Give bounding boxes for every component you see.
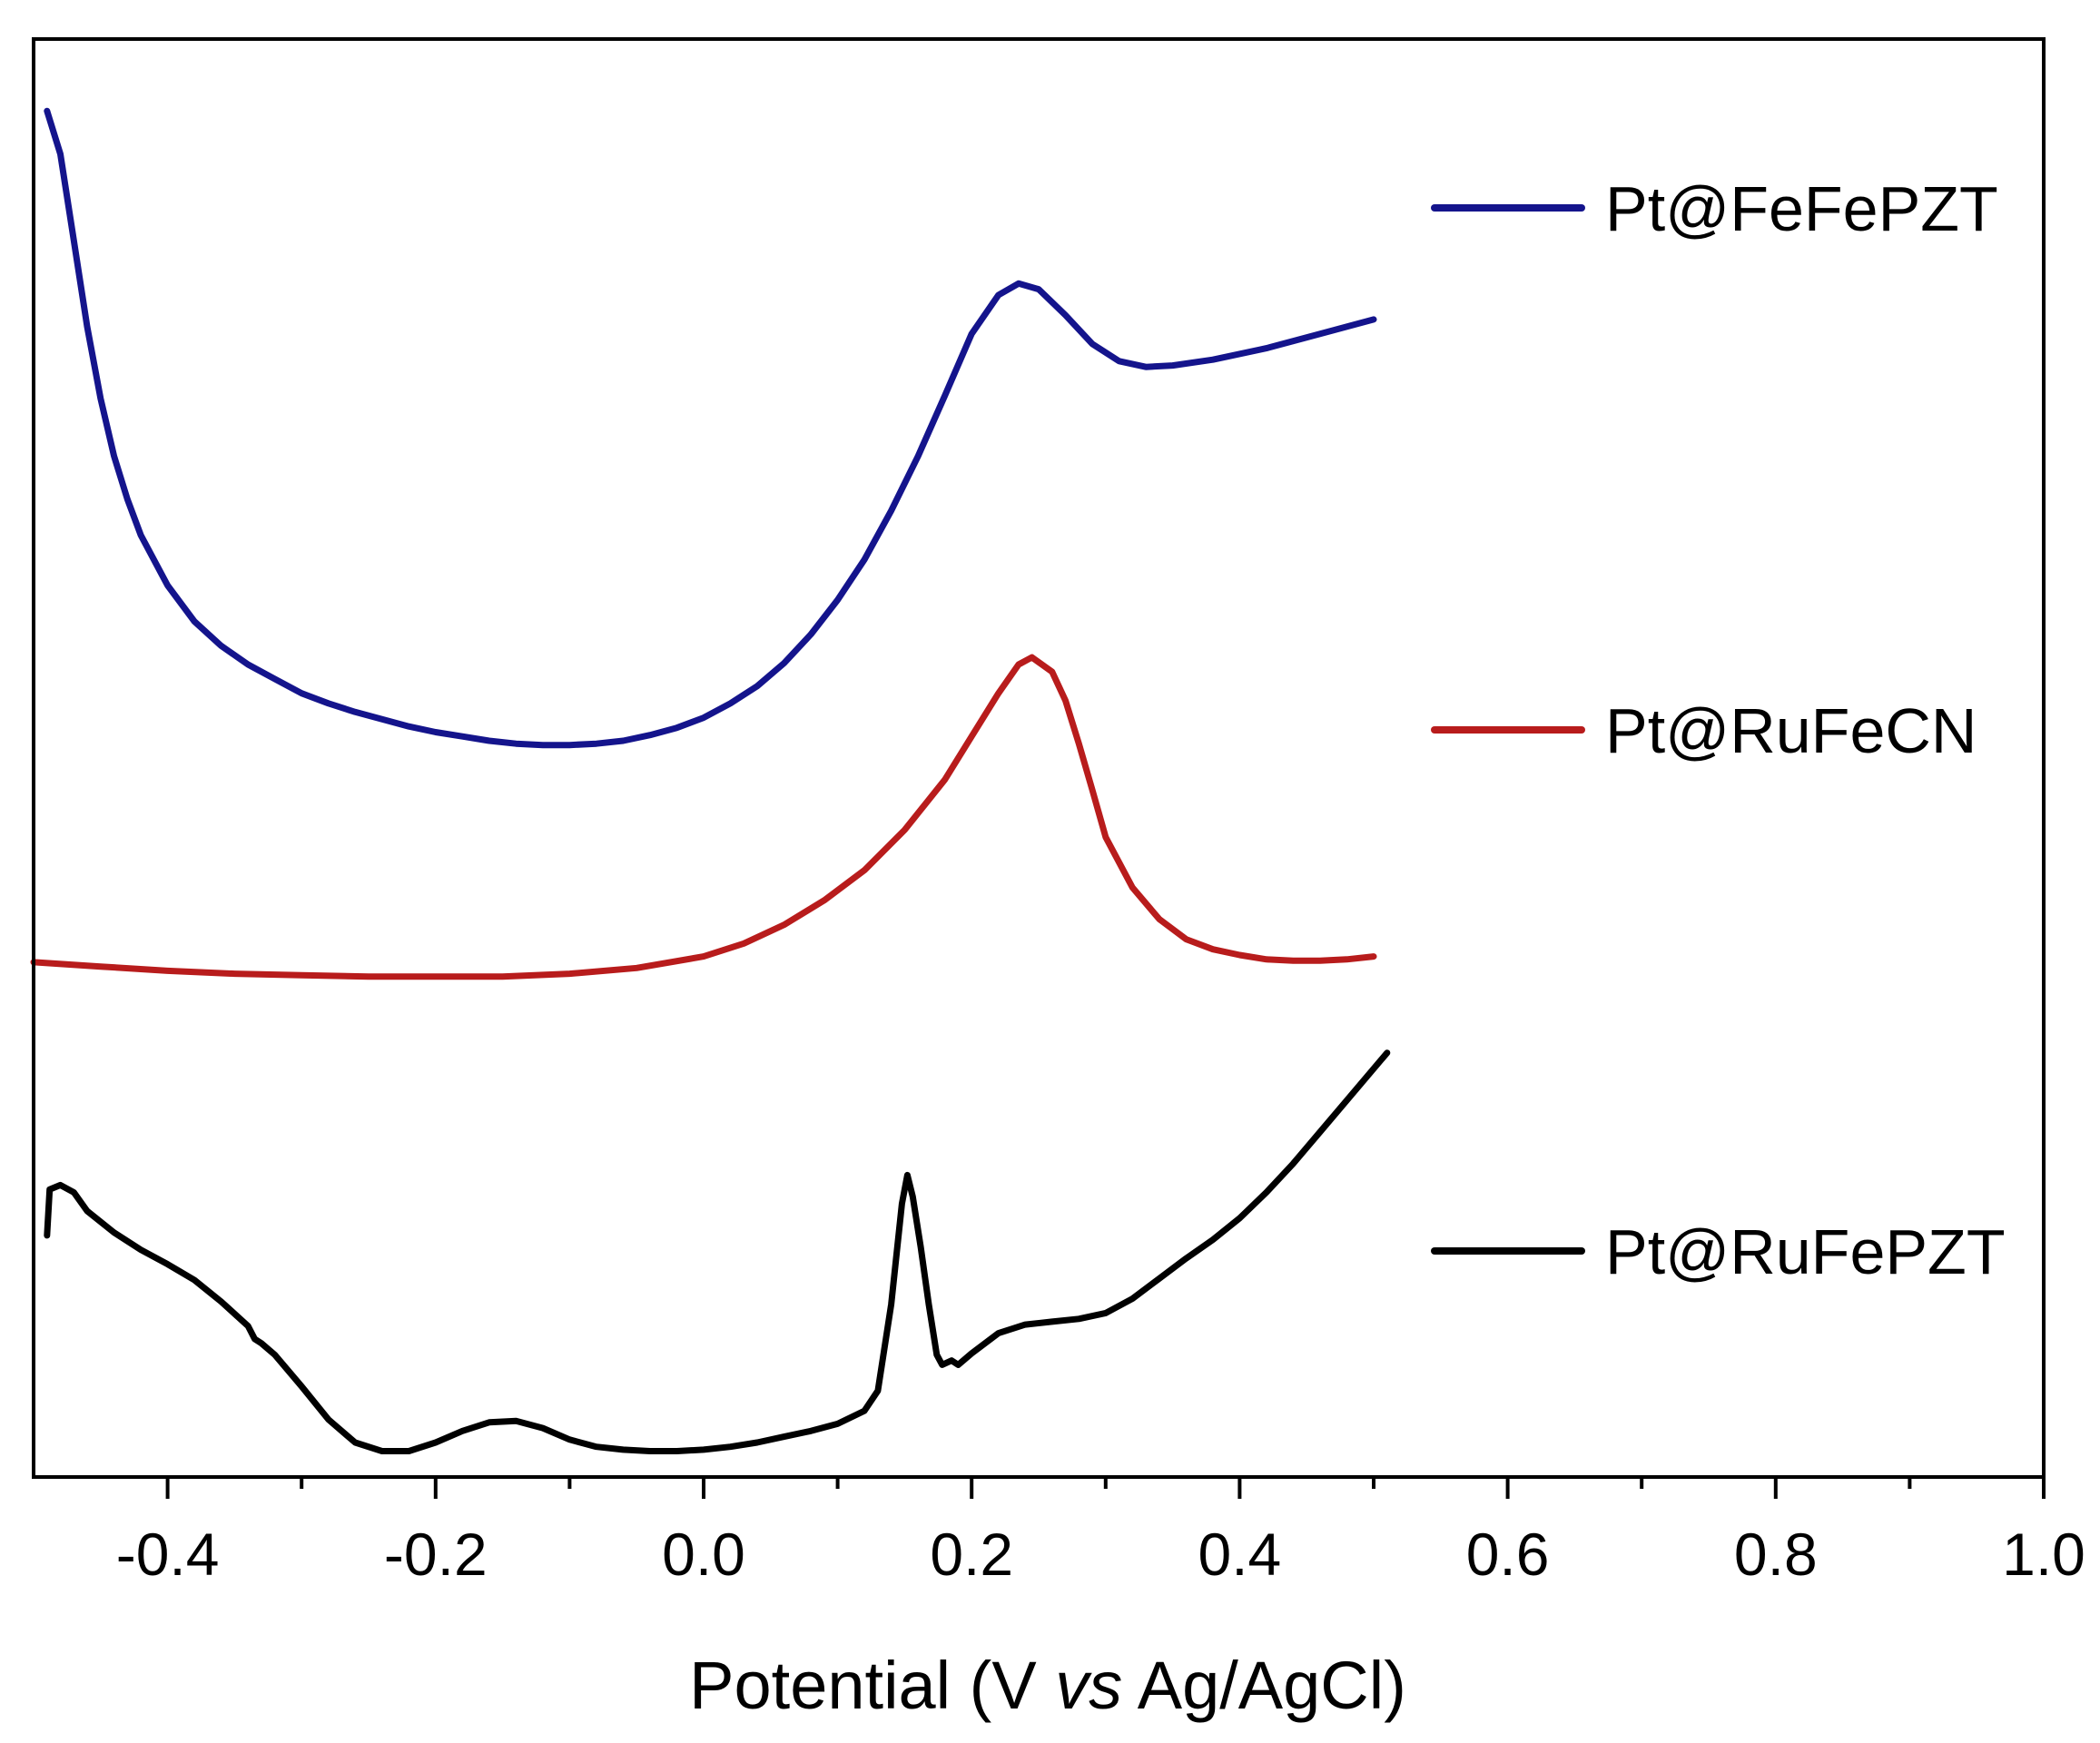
x-tick-label: 0.0 [662, 1521, 745, 1588]
x-axis-title-part-2: vs [1055, 1648, 1122, 1723]
x-tick-label: -0.2 [384, 1521, 488, 1588]
series-line-2 [30, 654, 1377, 980]
series-line-1 [44, 107, 1377, 749]
legend-item-2: Pt@RuFeCN [1431, 695, 1977, 766]
legend-label: Pt@FeFePZT [1605, 173, 1998, 244]
legend-item-1: Pt@FeFePZT [1431, 173, 1998, 244]
series-line-3 [44, 1049, 1391, 1454]
legend-item-3: Pt@RuFePZT [1431, 1216, 2006, 1287]
series-layer [30, 107, 1391, 1454]
x-tick-label: 0.4 [1198, 1521, 1282, 1588]
legend-label: Pt@RuFeCN [1605, 695, 1977, 766]
x-tick-label: 1.0 [2002, 1521, 2085, 1588]
legend: Pt@FeFePZT Pt@RuFeCN Pt@RuFePZT [1431, 173, 2006, 1287]
x-axis-title-part-3: Ag/AgCl) [1122, 1648, 1406, 1723]
x-axis: -0.4 -0.2 0.0 0.2 0.4 0.6 0.8 1.0 [116, 1477, 2085, 1588]
x-tick-label: 0.6 [1466, 1521, 1550, 1588]
legend-label: Pt@RuFePZT [1605, 1216, 2006, 1287]
x-tick-label: 0.8 [1734, 1521, 1818, 1588]
x-tick-label: -0.4 [116, 1521, 220, 1588]
x-tick-label: 0.2 [930, 1521, 1013, 1588]
x-axis-title-part-1: Potential (V [689, 1648, 1055, 1723]
plot-frame [32, 37, 2046, 1479]
x-axis-title: Potential (V vs Ag/AgCl) [689, 1648, 1406, 1723]
